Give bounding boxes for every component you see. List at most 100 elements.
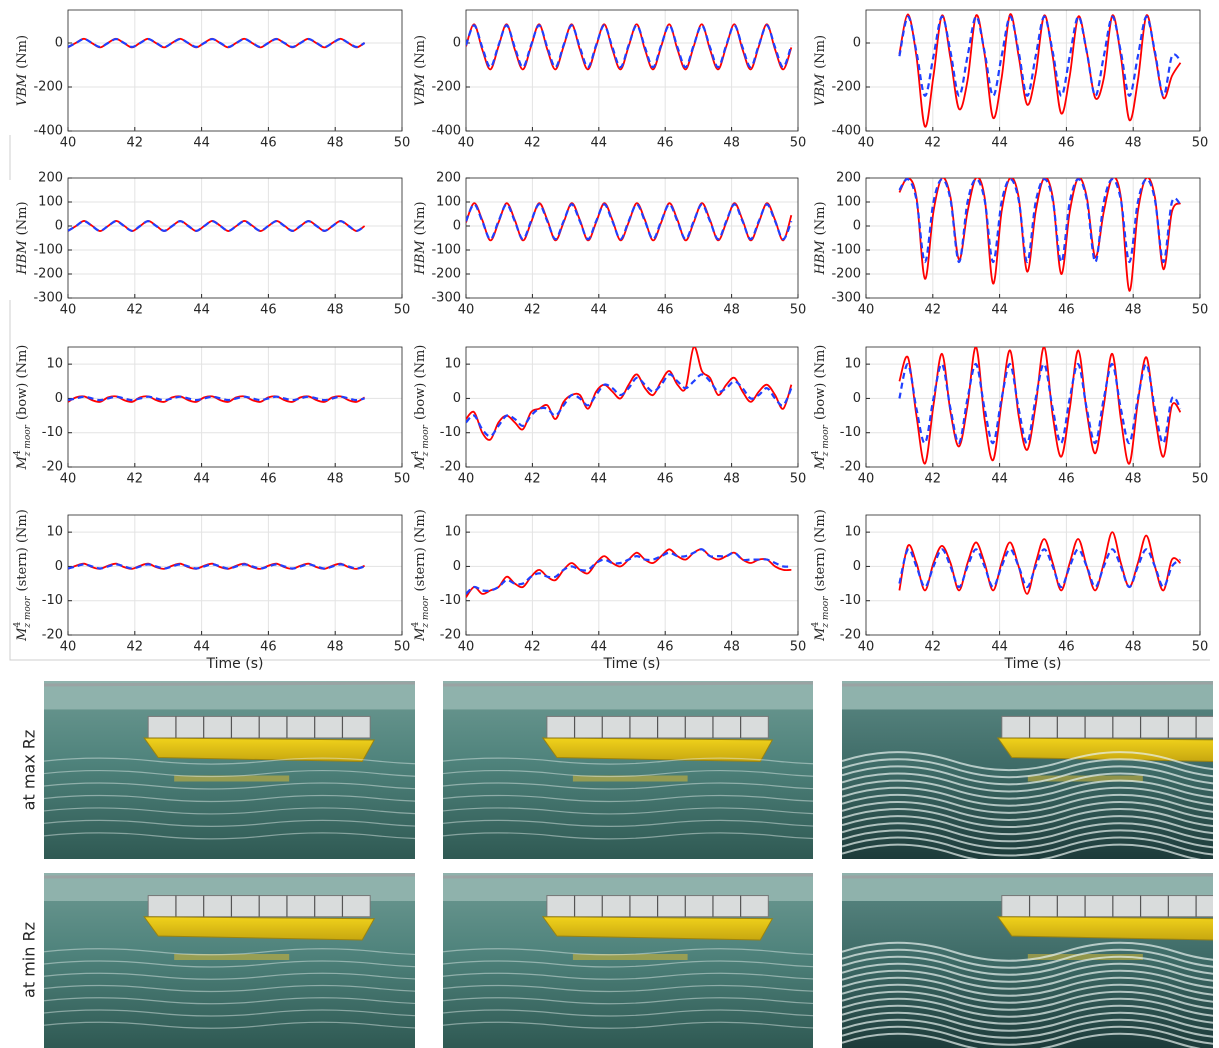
wave-glint <box>443 948 813 956</box>
y-axis-label-part: M <box>15 627 30 642</box>
y-axis-label-part: (stern) (Nm) <box>15 509 30 591</box>
y-tick-label: 0 <box>55 559 63 574</box>
x-tick-label: 46 <box>657 303 674 318</box>
x-tick-label: 44 <box>591 136 608 151</box>
data-layer <box>898 13 1182 128</box>
y-tick-label: 0 <box>453 219 461 234</box>
subplot: 40 42 44 46 48 50 -20 -10 0 10 M4z moor (stern) (Nm… <box>811 509 1209 672</box>
y-tick-label: -200 <box>33 267 63 282</box>
y-tick-label: -10 <box>440 425 461 440</box>
wave-glint <box>443 782 813 790</box>
wave-glint <box>842 990 1213 1011</box>
y-tick-label: -200 <box>431 267 461 282</box>
y-tick-label: 200 <box>436 171 461 186</box>
subplot: 40 42 44 46 48 50 -300 -200 -100 0 100 200 HBM (Nm) <box>413 171 807 318</box>
wave-glint <box>842 793 1213 814</box>
wave-glint <box>44 782 415 790</box>
wave-glint <box>44 807 415 815</box>
y-tick-label: -10 <box>440 593 461 608</box>
x-tick-label: 46 <box>1058 472 1075 487</box>
wave-glint <box>842 1025 1213 1046</box>
deck-frame <box>1001 895 1213 918</box>
x-tick-label: 48 <box>1125 640 1142 655</box>
x-tick-label: 40 <box>60 303 77 318</box>
x-tick-label: 48 <box>1125 472 1142 487</box>
x-tick-label: 40 <box>60 472 77 487</box>
data-line <box>898 363 1182 445</box>
reflection <box>1027 954 1143 960</box>
data-layer <box>898 178 1182 292</box>
y-tick-label: -200 <box>431 80 461 95</box>
data-layer <box>68 220 366 232</box>
wave-glint <box>842 997 1213 1018</box>
y-axis-label-part: VBM <box>413 73 428 106</box>
axes-box <box>67 514 403 636</box>
water <box>443 681 813 859</box>
wave-glint <box>842 1018 1213 1039</box>
y-axis-label-part: (Nm) <box>413 201 428 235</box>
x-tick-label: 42 <box>925 303 942 318</box>
y-axis-label-part: 4 <box>13 450 23 456</box>
y-tick-label: -100 <box>831 243 861 258</box>
x-tick-label: 50 <box>1192 640 1209 655</box>
data-line <box>68 220 366 232</box>
x-tick-label: 46 <box>260 472 277 487</box>
y-tick-label: 200 <box>836 171 861 186</box>
wave-glint <box>842 786 1213 807</box>
x-tick-label: 50 <box>1192 303 1209 318</box>
x-tick-label: 40 <box>458 472 475 487</box>
axes-box <box>67 9 403 132</box>
wave-glint <box>842 1004 1213 1025</box>
photo <box>842 681 1213 859</box>
x-tick-label: 40 <box>60 136 77 151</box>
y-axis-label-part: z moor <box>23 596 33 629</box>
y-axis-label: HBM (Nm) <box>413 201 428 275</box>
y-axis-label-part: z moor <box>821 424 831 457</box>
y-tick-label: -300 <box>33 291 63 306</box>
subplot: 40 42 44 46 48 50 -300 -200 -100 0 100 200 HBM (Nm) <box>15 171 411 318</box>
photo-content <box>443 681 813 859</box>
y-tick-label: 0 <box>453 36 461 51</box>
wave-glint <box>842 815 1213 836</box>
photos <box>44 681 1213 1048</box>
y-axis-label-part: (bow) (Nm) <box>15 345 30 420</box>
data-line <box>466 373 793 438</box>
x-tick-label: 42 <box>127 472 144 487</box>
y-tick-label: -20 <box>42 460 63 475</box>
y-tick-label: -300 <box>431 291 461 306</box>
y-axis-label-part: 4 <box>13 622 23 628</box>
y-tick-label: 0 <box>853 391 861 406</box>
hull <box>541 916 774 941</box>
row-label: at max Rz <box>20 730 39 811</box>
y-tick-label: 0 <box>853 219 861 234</box>
x-tick-label: 40 <box>458 303 475 318</box>
photo <box>44 681 415 859</box>
gantry <box>44 681 415 687</box>
y-tick-label: 100 <box>836 195 861 210</box>
y-tick-label: 10 <box>444 357 461 372</box>
y-tick-label: -400 <box>33 124 63 139</box>
wave-glint <box>44 948 415 956</box>
y-tick-label: -20 <box>440 628 461 643</box>
y-tick-label: -200 <box>831 80 861 95</box>
y-tick-label: 10 <box>844 357 861 372</box>
hull <box>996 737 1213 762</box>
y-axis-label-part: 4 <box>811 622 821 628</box>
wave-glint <box>842 1032 1202 1048</box>
data-line <box>898 13 1182 128</box>
y-tick-label: -10 <box>42 593 63 608</box>
axes-box <box>465 514 799 636</box>
y-tick-label: 100 <box>38 195 63 210</box>
y-tick-label: -10 <box>840 593 861 608</box>
axes-box <box>865 9 1201 132</box>
y-axis-label-part: M <box>413 627 428 642</box>
y-axis-label-part: z moor <box>421 424 431 457</box>
y-axis-label: M4z moor (bow) (Nm) <box>811 345 831 471</box>
axes-box <box>465 177 799 299</box>
x-tick-label: 50 <box>394 640 411 655</box>
y-axis-label-part: z moor <box>23 424 33 457</box>
x-tick-label: 44 <box>193 136 210 151</box>
axes-box <box>865 177 1201 299</box>
x-tick-label: 42 <box>524 640 541 655</box>
